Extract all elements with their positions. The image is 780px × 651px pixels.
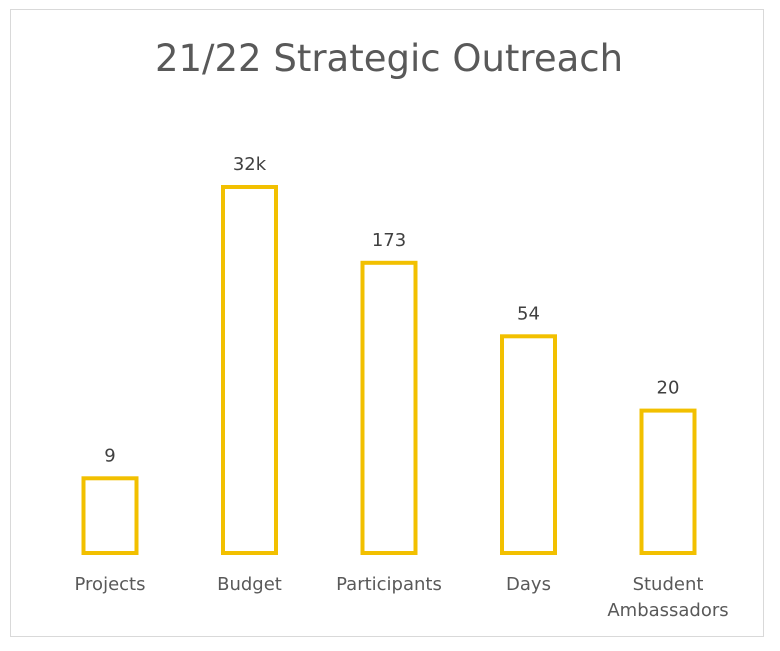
data-label-budget: 32k [233,154,267,175]
bar-participants [360,260,418,555]
chart-title: 21/22 Strategic Outreach [155,37,623,80]
category-label-projects: Projects [75,574,146,595]
data-label-days: 54 [517,303,540,324]
category-label-days: Days [506,574,551,595]
bar-projects [81,476,139,555]
data-label-student-ambassadors: 20 [657,378,680,399]
bar-budget [221,185,278,555]
bars-group [81,185,697,555]
category-labels-group: Projects Budget Participants Days Student Amb… [75,574,729,621]
data-label-projects: 9 [104,445,115,466]
data-label-participants: 173 [372,230,406,251]
bar-student-ambassadors [639,408,697,555]
bar-days [500,334,557,555]
data-labels-group: 9 32k 173 54 20 [104,154,679,466]
category-label-participants: Participants [336,574,442,595]
category-label-budget: Budget [217,574,282,595]
category-label-student-ambassadors: Student Ambassadors [607,574,728,621]
